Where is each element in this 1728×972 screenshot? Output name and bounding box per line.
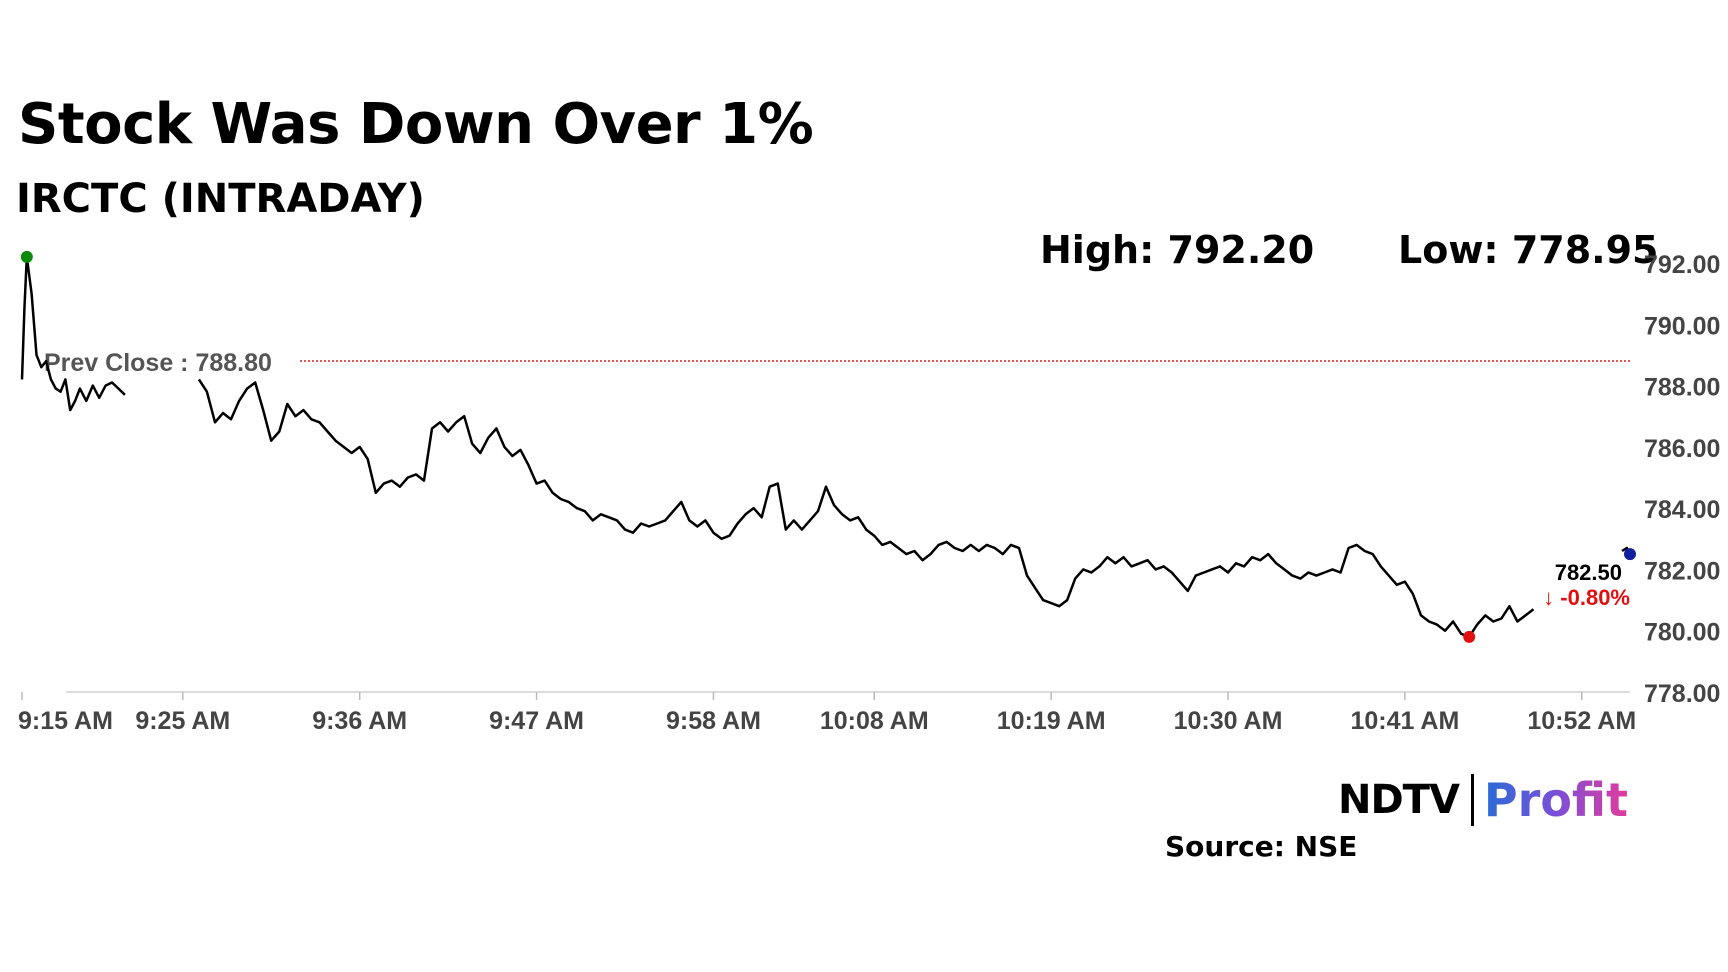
last-price-marker [1624,548,1636,561]
logo-ndtv-text: NDTV [1338,777,1460,823]
price-line [20,255,126,412]
ndtv-profit-logo: NDTV Profit [1338,772,1628,828]
y-tick-label: 786.00 [1644,435,1720,463]
day-low-marker [1463,630,1476,643]
logo-profit-text: Profit [1483,773,1629,827]
price-line [197,378,1535,639]
last-change-label: ↓ -0.80% [1543,585,1630,610]
prev-close-label: Prev Close : 788.80 [44,349,272,377]
y-tick-label: 788.00 [1644,374,1720,402]
x-tick-label: 10:30 AM [1174,707,1283,735]
x-tick-label: 9:47 AM [489,707,584,735]
y-tick-label: 778.00 [1644,680,1720,708]
last-price-label: 782.50 [1555,560,1622,585]
chart-title: Stock Was Down Over 1% [18,92,814,157]
x-tick-label: 10:08 AM [820,707,929,735]
y-tick-label: 784.00 [1644,496,1720,524]
y-tick-label: 790.00 [1644,312,1720,340]
x-tick-label: 10:19 AM [997,707,1106,735]
source-note: Source: NSE [1165,830,1358,863]
day-high-label: High: 792.20 [1040,228,1315,272]
x-tick-label: 10:41 AM [1350,707,1459,735]
x-tick-label: 9:15 AM [18,707,113,735]
x-tick-label: 9:58 AM [666,707,761,735]
y-tick-label: 780.00 [1644,619,1720,647]
y-tick-label: 782.00 [1644,557,1720,585]
y-tick-label: 792.00 [1644,251,1720,279]
x-tick-label: 10:52 AM [1527,707,1636,735]
chart-subtitle: IRCTC (INTRADAY) [16,176,425,222]
logo-divider [1470,774,1474,826]
x-tick-label: 9:25 AM [135,707,230,735]
x-tick-label: 9:36 AM [312,707,407,735]
day-low-label: Low: 778.95 [1398,228,1659,272]
day-high-marker [20,250,33,263]
